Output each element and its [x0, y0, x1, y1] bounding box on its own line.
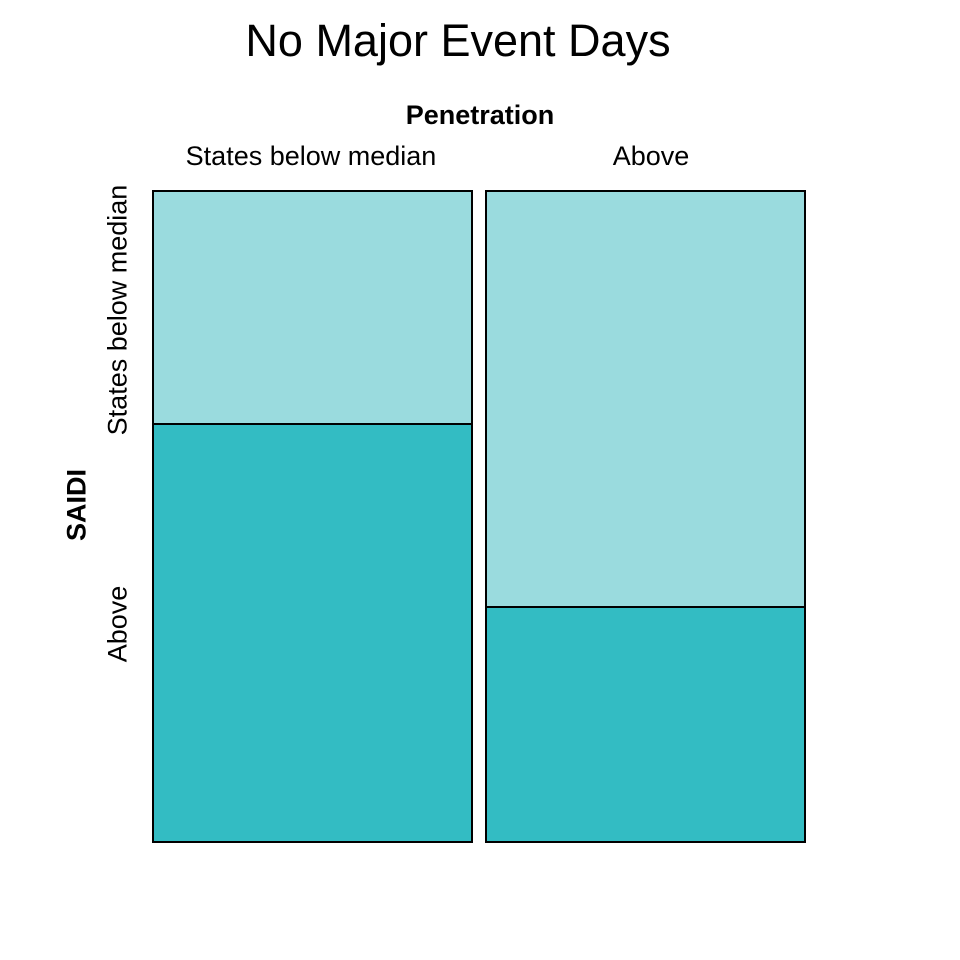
x-category-label-above: Above [612, 141, 690, 171]
mosaic-column-penetration-below-median [152, 190, 473, 843]
y-category-label-above: Above [102, 585, 133, 663]
x-category-label-below-median: States below median [185, 141, 437, 171]
mosaic-cell-above-above [485, 605, 806, 843]
chart-title: No Major Event Days [245, 15, 671, 66]
x-axis-title: Penetration [405, 100, 555, 130]
mosaic-cell-belowmedian-above [152, 423, 473, 843]
mosaic-cell-above-belowmedian [485, 190, 806, 608]
y-axis-title: SAIDI [61, 468, 92, 542]
mosaic-plot-area [152, 190, 806, 843]
y-category-label-below-median: States below median [102, 184, 133, 436]
mosaic-cell-belowmedian-belowmedian [152, 190, 473, 426]
mosaic-column-penetration-above [485, 190, 806, 843]
